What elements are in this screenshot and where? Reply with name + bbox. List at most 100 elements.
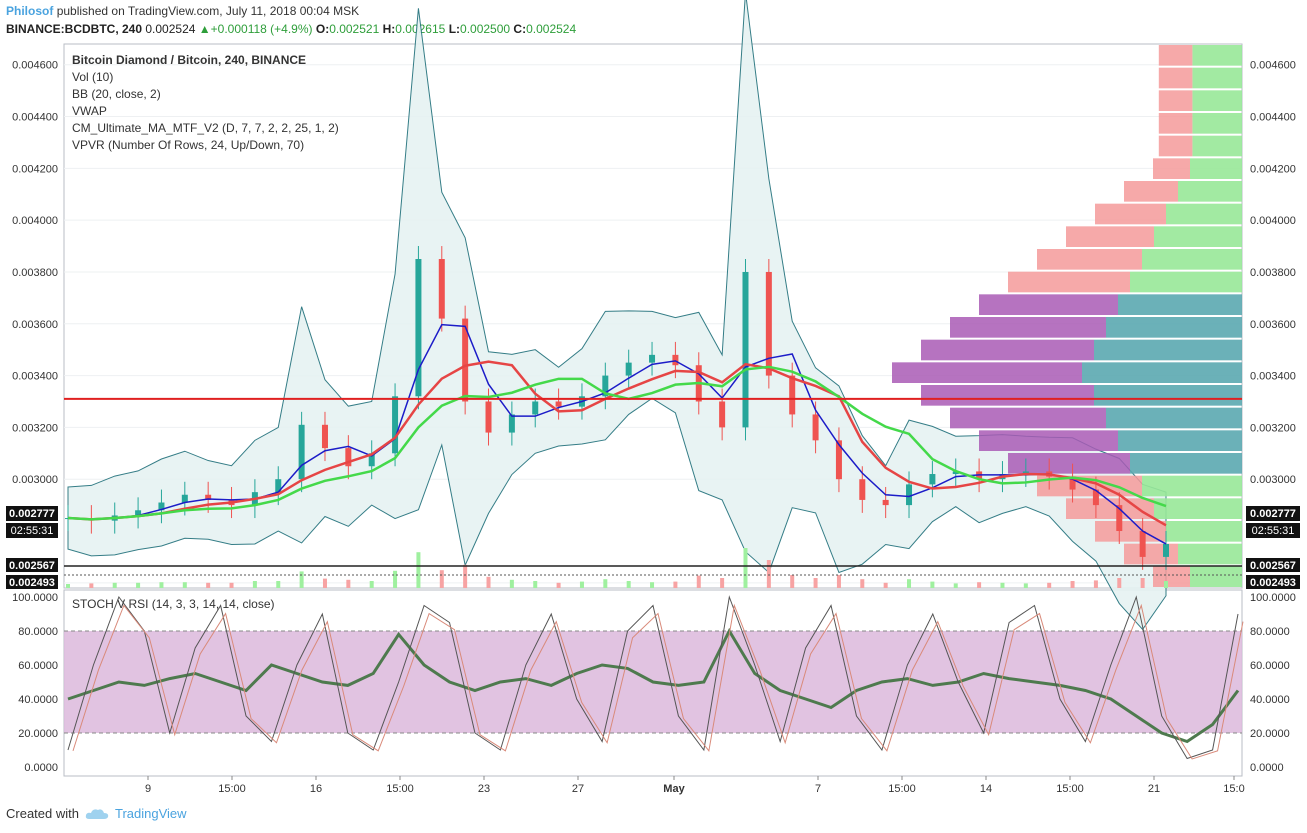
vpvr-up-bar: [1094, 385, 1242, 406]
candle-body: [952, 471, 959, 475]
price-tick-label-right: 0.004200: [1250, 163, 1296, 175]
candle-body: [859, 479, 866, 500]
vpvr-down-bar: [1124, 181, 1178, 202]
volume-bar: [766, 560, 771, 588]
rsi-tick-label: 40.0000: [18, 694, 58, 706]
volume-bar: [182, 582, 187, 588]
volume-bar: [556, 582, 561, 588]
time-tick-label: 23: [478, 783, 490, 795]
vpvr-up-bar: [1130, 453, 1242, 474]
candle-body: [438, 259, 445, 319]
candle-body: [742, 271, 749, 428]
rsi-tick-label-right: 40.0000: [1250, 694, 1290, 706]
volume-bar: [486, 576, 491, 588]
vpvr-up-bar: [1178, 181, 1242, 202]
legend-item: Bitcoin Diamond / Bitcoin, 240, BINANCE: [72, 53, 306, 67]
author-name[interactable]: Philosof: [6, 4, 54, 18]
price-tick-label-right: 0.003600: [1250, 319, 1296, 331]
rsi-tick-label-right: 100.0000: [1250, 592, 1296, 604]
volume-bar: [883, 582, 888, 588]
candle-body: [135, 510, 142, 516]
volume-bar: [907, 579, 912, 588]
rsi-tick-label: 20.0000: [18, 728, 58, 740]
volume-bar: [977, 582, 982, 588]
vpvr-down-bar: [950, 407, 1106, 429]
vpvr-down-bar: [1037, 249, 1142, 270]
volume-bar: [252, 581, 257, 588]
low-label: L:: [448, 22, 461, 36]
candle-body: [158, 502, 165, 511]
volume-bar: [860, 579, 865, 588]
volume-bar: [930, 581, 935, 588]
candle-body: [275, 479, 282, 493]
volume-bar: [229, 582, 234, 588]
price-tick-label-right: 0.003000: [1250, 474, 1296, 486]
volume-bar: [1000, 582, 1005, 588]
candle-body: [508, 414, 515, 433]
volume-bar: [813, 578, 818, 588]
time-tick-label: 21: [1148, 783, 1160, 795]
open-label: O:: [315, 22, 330, 36]
vpvr-up-bar: [1192, 45, 1242, 66]
vpvr-down-bar: [1153, 158, 1190, 179]
volume-bar: [89, 583, 94, 588]
vpvr-up-bar: [1118, 430, 1242, 451]
candle-body: [719, 401, 726, 428]
vpvr-down-bar: [1095, 203, 1166, 225]
volume-bar: [369, 581, 374, 588]
time-tick-label: 15:00: [218, 783, 246, 795]
rsi-tick-label-right: 20.0000: [1250, 728, 1290, 740]
price-tick-label-right: 0.004000: [1250, 215, 1296, 227]
price-tick-label-right: 0.003200: [1250, 422, 1296, 434]
vpvr-down-bar: [892, 362, 1082, 383]
vpvr-up-bar: [1130, 271, 1242, 293]
vpvr-up-bar: [1190, 566, 1242, 587]
legend-item: Vol (10): [72, 70, 113, 84]
level-b-tag-right: 0.002493: [1246, 575, 1300, 589]
vpvr-up-bar: [1082, 362, 1242, 383]
candle-body: [321, 424, 328, 449]
price-tick-label-right: 0.003400: [1250, 371, 1296, 383]
candle-body: [415, 259, 422, 397]
last-price: 0.002524: [145, 22, 196, 36]
volume-bar: [626, 581, 631, 588]
price-tick-label: 0.004400: [12, 112, 58, 124]
candle-body: [1092, 489, 1099, 506]
ma-green-line: [67, 365, 1167, 521]
candle-body: [625, 362, 632, 376]
legend-item: BB (20, close, 2): [72, 87, 161, 101]
rsi-tick-label-right: 0.0000: [1250, 762, 1284, 774]
candle-body: [1069, 476, 1076, 490]
legend-item: VPVR (Number Of Rows, 24, Up/Down, 70): [72, 138, 304, 152]
time-tick-label: 15:0: [1223, 783, 1244, 795]
volume-bar: [136, 582, 141, 588]
candle-body: [929, 474, 936, 485]
level-b-tag-text: 0.002493: [9, 577, 55, 589]
volume-bar: [953, 583, 958, 588]
vpvr-up-bar: [1192, 67, 1242, 89]
volume-bar: [509, 579, 514, 588]
candle-body: [298, 424, 305, 480]
time-tick-label: 14: [980, 783, 992, 795]
volume-bar: [159, 582, 164, 588]
rsi-tick-label-right: 80.0000: [1250, 626, 1290, 638]
vpvr-up-bar: [1142, 249, 1242, 270]
volume-bar: [1117, 578, 1122, 588]
volume-bar: [393, 570, 398, 588]
vpvr-down-bar: [1066, 226, 1154, 247]
stoch-signal-line: [72, 603, 1244, 760]
countdown-tag-left: 02:55:31: [6, 523, 58, 538]
tradingview-brand-link[interactable]: TradingView: [114, 806, 187, 821]
volume-bar: [1023, 583, 1028, 588]
volume-bar: [276, 581, 281, 588]
volume-bar: [836, 575, 841, 588]
volume-bar: [673, 581, 678, 588]
footer: Created with TradingView: [6, 806, 187, 821]
candle-body: [882, 499, 889, 506]
volume-bar: [1140, 578, 1145, 588]
rsi-axis: 100.0000 100.0000 80.0000 80.0000 60.0000 60.…: [12, 592, 1296, 774]
close-value: 0.002524: [526, 22, 577, 36]
vpvr-down-bar: [1008, 453, 1130, 474]
level-a-tag-left: 0.002567: [6, 558, 58, 572]
